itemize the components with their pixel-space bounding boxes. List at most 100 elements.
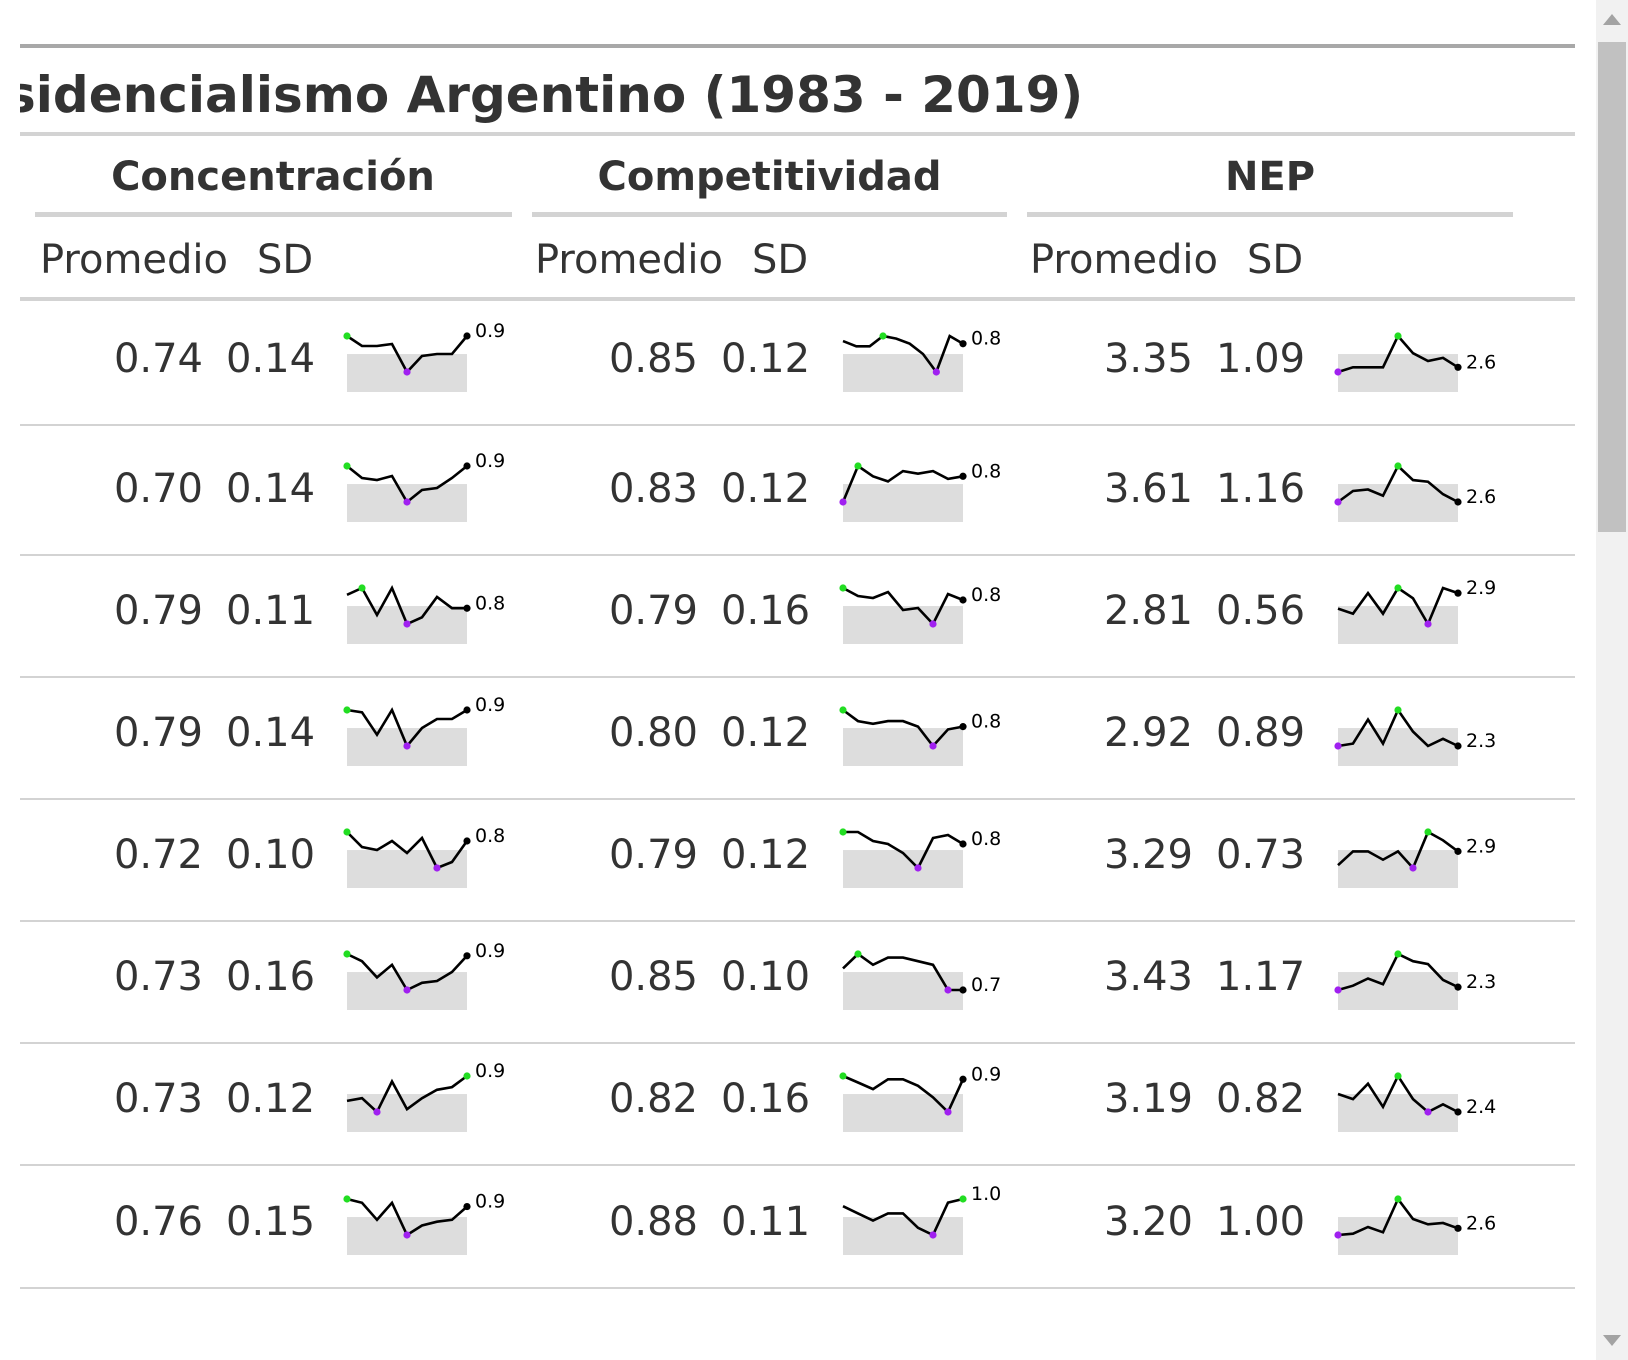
sparkline-min-point [433,864,441,872]
sparkline-line [842,952,963,992]
sparkline-line [842,1074,965,1115]
sparkline-max-point [839,1072,847,1080]
sparkline-last-label: 0.8 [971,828,1001,850]
cell-sd-competitividad: 0.12 [721,710,811,756]
table-row: 0.70 0.14 0.9 0.83 0.12 0.8 3.61 1.16 2.6 [20,426,1575,548]
sparkline-max-point [1394,1195,1402,1203]
sparkline-max-point [343,462,351,470]
table-row: 0.79 0.11 0.8 0.79 0.16 0.8 2.81 0.56 2.9 [20,548,1575,670]
title-divider [20,132,1575,136]
cell-promedio-nep: 3.61 [1103,466,1193,512]
cell-sd-competitividad: 0.12 [721,832,811,878]
cell-sd-concentracion: 0.14 [226,466,316,512]
sparkline-area [843,850,963,888]
row-divider [20,1164,1575,1166]
sparkline-max-point [1394,584,1402,592]
table-row: 0.74 0.14 0.9 0.85 0.12 0.8 3.35 1.09 2.6 [20,296,1575,418]
sparkline-line [843,830,964,871]
cell-promedio-competitividad: 0.85 [608,336,698,382]
sparkline-competitividad: 0.9 [839,1063,1001,1132]
sparkline-last-label: 0.8 [971,711,1001,733]
sparkline-concentracion: 0.9 [343,320,505,392]
spanner-rule-competitividad [532,212,1007,217]
sparkline-nep: 2.3 [1334,706,1496,766]
sparkline-max-point [358,584,366,592]
cell-promedio-competitividad: 0.82 [608,1076,698,1122]
sparkline-max-point [343,706,351,714]
spanner-competitividad: Competitividad [597,154,942,200]
sparkline-min-point [929,1231,937,1239]
sparkline-min-point [1334,1231,1342,1239]
scroll-thumb[interactable] [1598,42,1626,532]
sparkline-max-point [1424,828,1432,836]
sparkline-last-point [1454,498,1462,506]
cell-promedio-nep: 3.35 [1103,336,1193,382]
sparkline-last-point [1454,1224,1462,1232]
sparkline-min-point [403,498,411,506]
sparkline-competitividad: 0.8 [839,828,1001,888]
cell-promedio-concentracion: 0.79 [113,588,203,634]
cell-sd-concentracion: 0.14 [226,336,316,382]
sparkline-min-point [403,368,411,376]
sparkline-area [1338,354,1458,392]
spanner-rule-concentracion [35,212,512,217]
sparkline-min-point [944,1108,952,1116]
cell-sd-competitividad: 0.16 [721,588,811,634]
cell-promedio-concentracion: 0.74 [113,336,203,382]
sparkline-last-point [1454,847,1462,855]
sparkline-last-label: 0.8 [475,592,505,614]
sparkline-last-label: 2.9 [1466,835,1496,857]
sparkline-last-point [463,1202,471,1211]
row-divider [20,424,1575,426]
cell-promedio-concentracion: 0.73 [113,1076,203,1122]
cell-promedio-nep: 2.81 [1103,588,1193,634]
sparkline-area [843,972,963,1010]
sparkline-concentracion: 0.8 [343,825,505,888]
table-row: 0.76 0.15 0.9 0.88 0.11 1.0 3.20 1.00 2.6 [20,1159,1575,1281]
sparkline-min-point [1424,620,1432,628]
sparkline-last-point [959,472,967,480]
scroll-down-arrow-icon[interactable] [1603,1335,1621,1346]
sparkline-area [843,354,963,392]
sparkline-max-point [879,332,887,340]
sparkline-last-point [463,706,471,714]
sparkline-concentracion: 0.9 [346,1060,505,1132]
vertical-scrollbar[interactable] [1596,0,1628,1360]
table-title: sidencialismo Argentino (1983 - 2019) [20,66,1084,124]
sparkline-nep: 2.6 [1334,332,1496,392]
sparkline-competitividad: 1.0 [842,1183,1001,1255]
sparkline-line [346,831,469,870]
sparkline-max-point [854,950,862,958]
sparkline-last-label: 2.4 [1466,1096,1496,1118]
sparkline-min-point [1334,368,1342,376]
cell-promedio-nep: 3.20 [1103,1199,1193,1245]
sparkline-last-label: 0.7 [971,974,1001,996]
sparkline-last-label: 0.8 [475,825,505,847]
cell-sd-concentracion: 0.12 [226,1076,316,1122]
sparkline-last-label: 2.3 [1466,730,1496,752]
sparkline-max-point [854,462,862,470]
sparkline-line [841,464,964,503]
sparkline-area [1338,972,1458,1010]
sparkline-concentracion: 0.9 [343,450,505,522]
sparkline-last-point [959,596,967,604]
sparkline-area [843,606,963,644]
sparkline-line [346,1074,468,1115]
cell-promedio-competitividad: 0.79 [608,832,698,878]
sparkline-area [347,1094,467,1132]
sparkline-last-label: 0.9 [475,1060,505,1082]
cell-sd-concentracion: 0.15 [226,1199,316,1245]
sparkline-min-point [1334,742,1342,750]
scroll-up-arrow-icon[interactable] [1603,14,1621,25]
cell-promedio-competitividad: 0.85 [608,954,698,1000]
sparkline-max-point [959,1195,967,1203]
cell-promedio-concentracion: 0.79 [113,710,203,756]
cell-sd-nep: 0.89 [1216,710,1306,756]
sparkline-max-point [839,828,847,836]
sparkline-last-point [1454,363,1462,371]
sparkline-last-label: 0.8 [971,328,1001,350]
sparkline-area [843,484,963,522]
sparkline-max-point [1394,462,1402,470]
sparkline-min-point [1424,1108,1432,1116]
cell-promedio-nep: 3.29 [1103,832,1193,878]
